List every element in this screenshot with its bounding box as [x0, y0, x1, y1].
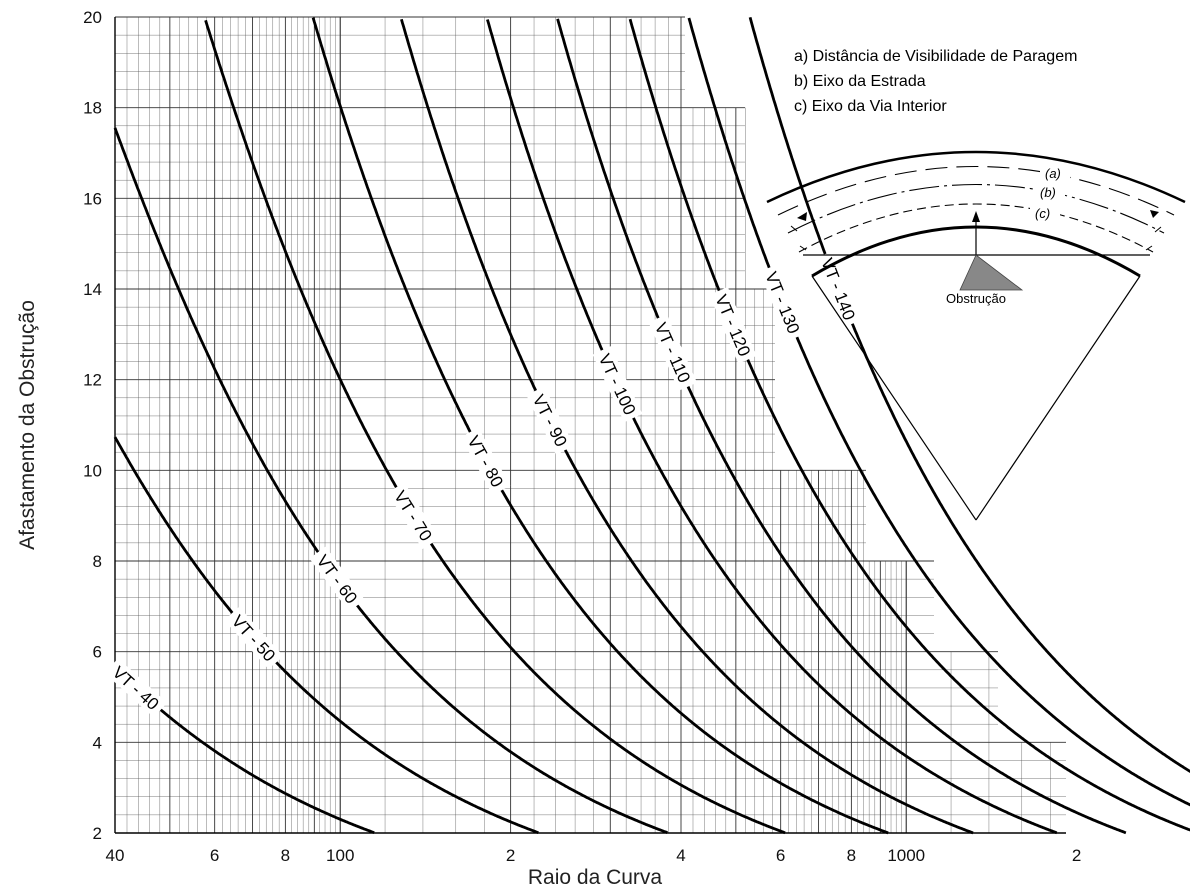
curve-vt-70: [204, 19, 786, 835]
tick-labels: 406810024681000245000m2468101214161820: [83, 8, 1081, 865]
curve-vt-90: [400, 18, 974, 835]
inset-label-a: (a): [1045, 166, 1061, 181]
curve-vt-110: [556, 18, 1127, 835]
curve-vt-80: [311, 17, 889, 835]
curve-label: VT - 50: [228, 611, 279, 665]
y-tick-label: 8: [93, 552, 102, 571]
curve-vt-140: [748, 16, 1190, 774]
curve-label-bg: [460, 427, 511, 496]
y-tick-label: 2: [93, 824, 102, 843]
curve-label-bg: [815, 250, 862, 328]
x-tick-label: 4: [676, 846, 685, 865]
y-tick-label: 18: [83, 99, 102, 118]
tick-mark-left-1: [790, 225, 798, 232]
curve-label: VT - 140: [817, 256, 859, 323]
x-tick-label: 6: [776, 846, 785, 865]
road-axis-b: [787, 184, 1165, 234]
y-tick-label: 12: [83, 371, 102, 390]
curve-label-group: VT - 90: [526, 386, 574, 455]
curve-label: VT - 130: [761, 269, 803, 336]
inset-label-c: (c): [1035, 206, 1050, 221]
curve-vt-60: [113, 127, 668, 834]
radius-line-right: [975, 275, 1141, 521]
curve-label: VT - 120: [711, 292, 754, 359]
curve-label: VT - 110: [651, 320, 694, 386]
obstruction-shape: [959, 254, 1024, 291]
tick-mark-right-2: [1145, 245, 1153, 251]
right-arrow-icon: [1150, 210, 1159, 218]
curve-vt-50: [113, 436, 539, 835]
major-grid: [114, 16, 1066, 834]
x-tick-label: 6: [210, 846, 219, 865]
x-tick-label: 8: [847, 846, 856, 865]
x-axis-title: Raio da Curva: [528, 866, 663, 889]
x-tick-label: 1000: [887, 846, 925, 865]
y-axis-title: Afastamento da Obstrução: [16, 300, 39, 550]
curve-label-group: VT - 100: [592, 346, 643, 423]
curve-label-bg: [104, 658, 168, 718]
curve-label: VT - 100: [595, 351, 640, 418]
y-tick-label: 10: [83, 461, 102, 480]
left-arrow-icon: [797, 212, 807, 221]
curve-series: [113, 16, 1190, 835]
x-tick-label: 40: [106, 846, 125, 865]
legend-entry-a: a) Distância de Visibilidade de Paragem: [794, 48, 1077, 65]
sight-distance-diagram: Obstrução (a) (b) (c): [766, 150, 1186, 521]
curve-label-bg: [387, 482, 440, 550]
curve-label-bg: [592, 346, 643, 423]
x-tick-label: 8: [281, 846, 290, 865]
y-tick-label: 16: [83, 189, 102, 208]
legend: a) Distância de Visibilidade de Paragem …: [794, 48, 1077, 115]
road-outer-edge: [766, 150, 1186, 204]
curve-label-group: VT - 80: [460, 427, 511, 496]
inset-label-b: (b): [1040, 185, 1056, 200]
lane-axis-c: [798, 203, 1154, 253]
x-tick-label: 100: [326, 846, 354, 865]
legend-entry-b: b) Eixo da Estrada: [794, 73, 926, 90]
y-tick-label: 20: [83, 8, 102, 27]
tick-mark-left-2: [799, 245, 807, 251]
label-bg-c: [1030, 205, 1060, 221]
curve-label: VT - 70: [390, 487, 435, 544]
x-tick-label: 2: [1072, 846, 1081, 865]
radius-line-left: [811, 275, 977, 521]
curve-label-bg: [648, 314, 698, 391]
label-bg-b: [1035, 184, 1065, 200]
curve-label: VT - 90: [529, 392, 571, 450]
x-tick-label: 2: [506, 846, 515, 865]
curve-vt-100: [486, 19, 1058, 835]
legend-entry-c: c) Eixo da Via Interior: [794, 98, 947, 115]
sight-line-a: [777, 166, 1175, 216]
curve-label-bg: [709, 286, 757, 364]
curve-label: VT - 80: [463, 433, 506, 491]
offset-arrow-icon: [972, 211, 980, 222]
curve-label-group: VT - 70: [387, 482, 440, 550]
fine-grid: [115, 17, 1066, 833]
curve-label-bg: [309, 546, 365, 612]
y-tick-label: 6: [93, 643, 102, 662]
curve-label-bg: [224, 606, 284, 670]
tick-mark-right-1: [1154, 226, 1162, 233]
curve-label-bg: [759, 264, 806, 342]
y-tick-label: 4: [93, 733, 102, 752]
curve-label-group: VT - 130: [759, 264, 806, 342]
y-tick-label: 14: [83, 280, 102, 299]
obstruction-label: Obstrução: [946, 291, 1006, 306]
curve-label-group: VT - 50: [224, 606, 284, 670]
curve-label-bg: [526, 386, 574, 455]
label-bg-a: [1040, 165, 1070, 181]
